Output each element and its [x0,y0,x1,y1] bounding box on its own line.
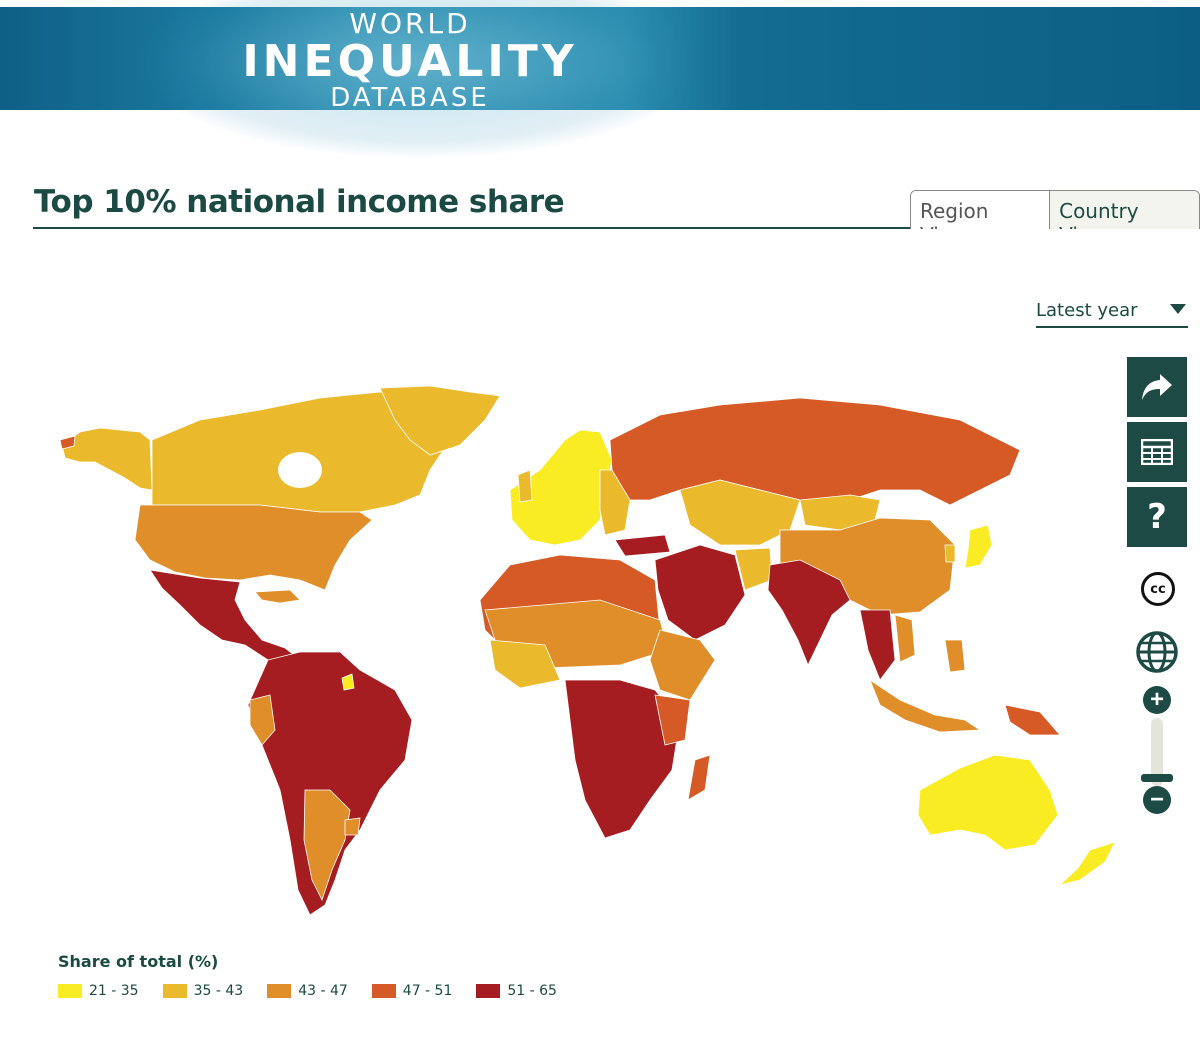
region-horn-africa [649,629,716,701]
region-indonesia [869,678,982,733]
view-toggle: Region View Country View [910,190,1200,229]
region-thailand [859,609,896,681]
region-uruguay [344,817,361,836]
region-new-zealand [1058,841,1116,886]
region-argentina [303,789,351,902]
region-middle-east [654,544,746,641]
region-india [767,559,851,666]
region-png [1004,704,1061,736]
legend: 21 - 35 35 - 43 43 - 47 47 - 51 51 - 65 [58,983,581,999]
region-russia [609,397,1021,506]
table-icon [1141,439,1173,465]
region-usa [134,504,373,591]
world-map[interactable] [40,380,1120,920]
region-hudson-bay [278,452,322,488]
legend-item: 47 - 51 [371,983,453,999]
year-dropdown[interactable]: Latest year [1036,296,1188,328]
legend-label: 43 - 47 [298,983,348,999]
title-divider [33,227,1196,229]
region-south-america [247,651,413,916]
region-greenland [379,385,501,456]
region-east-africa [654,694,691,746]
region-alaska-tip [59,435,76,450]
region-vietnam [894,614,916,663]
region-mexico [149,569,301,669]
help-icon: ? [1147,497,1167,537]
region-uk [517,469,533,503]
page-title: Top 10% national income share [34,184,565,220]
legend-label: 21 - 35 [89,983,139,999]
zoom-slider-track[interactable] [1151,718,1163,786]
region-view-button[interactable]: Region View [911,191,1050,229]
table-view-button[interactable] [1127,422,1187,482]
region-peru [249,694,276,746]
region-suriname [341,673,355,691]
legend-label: 51 - 65 [507,983,557,999]
legend-swatch [371,984,396,998]
zoom-out-button[interactable]: − [1143,786,1171,814]
country-view-button[interactable]: Country View [1049,191,1199,229]
creative-commons-icon[interactable]: cc [1141,572,1175,606]
zoom-slider-handle[interactable] [1141,774,1173,782]
region-japan [964,524,993,569]
legend-item: 35 - 43 [162,983,244,999]
legend-label: 35 - 43 [193,983,244,999]
region-west-africa [489,639,561,689]
legend-item: 43 - 47 [267,983,348,999]
wid-logo[interactable]: WORLD INEQUALITY DATABASE [230,7,590,113]
logo-line-database: DATABASE [330,83,490,113]
region-turkey [614,534,671,557]
region-korea [944,544,956,563]
site-header: WORLD INEQUALITY DATABASE [0,0,1200,157]
region-central-south-africa [564,679,681,839]
share-button[interactable] [1127,357,1187,417]
legend-label: 47 - 51 [402,983,453,999]
globe-icon[interactable] [1135,630,1179,674]
legend-swatch [162,984,187,998]
region-alaska [61,427,153,491]
year-dropdown-value: Latest year [1036,300,1138,321]
cc-text: cc [1150,581,1166,597]
legend-swatch [58,984,82,998]
plus-icon: + [1149,686,1164,713]
legend-title: Share of total (%) [58,952,219,971]
legend-item: 51 - 65 [476,983,557,999]
help-button[interactable]: ? [1127,487,1187,547]
region-philippines [944,639,966,673]
region-australia [917,754,1059,851]
legend-item: 21 - 35 [58,983,139,999]
legend-swatch [476,984,501,998]
dropdown-arrow-icon [1170,304,1186,314]
legend-swatch [267,984,292,998]
region-madagascar [687,754,711,801]
share-arrow-icon [1142,374,1172,400]
logo-line-world: WORLD [349,7,471,40]
minus-icon: − [1149,786,1164,813]
logo-line-inequality: INEQUALITY [242,36,578,87]
zoom-in-button[interactable]: + [1143,686,1171,714]
region-caribbean [254,589,301,604]
